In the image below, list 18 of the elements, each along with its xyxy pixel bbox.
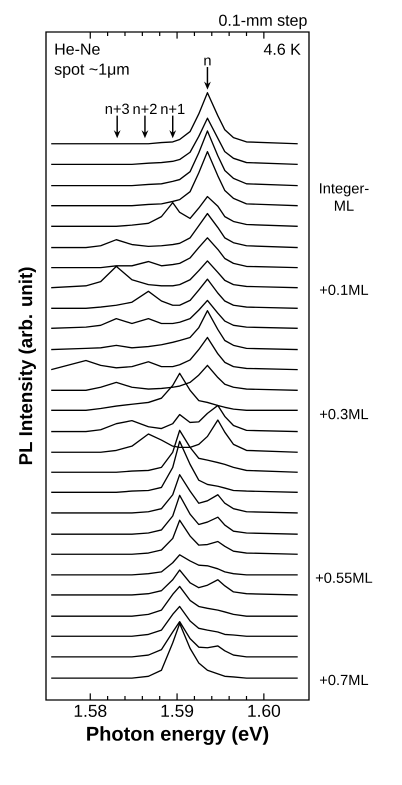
text: 4.6 K: [264, 44, 301, 55]
text: +0.3ML: [320, 408, 368, 420]
y-axis-title: PL Intensity (arb. unit): [18, 268, 36, 464]
x-tick-label: 1.58: [74, 704, 106, 717]
text: He-Ne: [55, 44, 100, 55]
annotation: n+3: [106, 104, 129, 114]
annotation: n+1: [161, 104, 184, 114]
x-tick-label: 1.59: [162, 704, 194, 717]
text: +0.1ML: [320, 284, 368, 296]
x-axis-title: Photon energy (eV): [87, 726, 268, 745]
text: 0.1-mm step: [219, 14, 307, 30]
text: Integer-ML: [320, 183, 369, 211]
text: spot ~1μm: [54, 64, 129, 78]
x-tick-label: 1.60: [248, 704, 280, 717]
text: +0.7ML: [320, 674, 368, 686]
annotation: n+2: [133, 104, 157, 114]
annotation: n: [204, 58, 211, 66]
text: +0.55ML: [316, 572, 372, 583]
